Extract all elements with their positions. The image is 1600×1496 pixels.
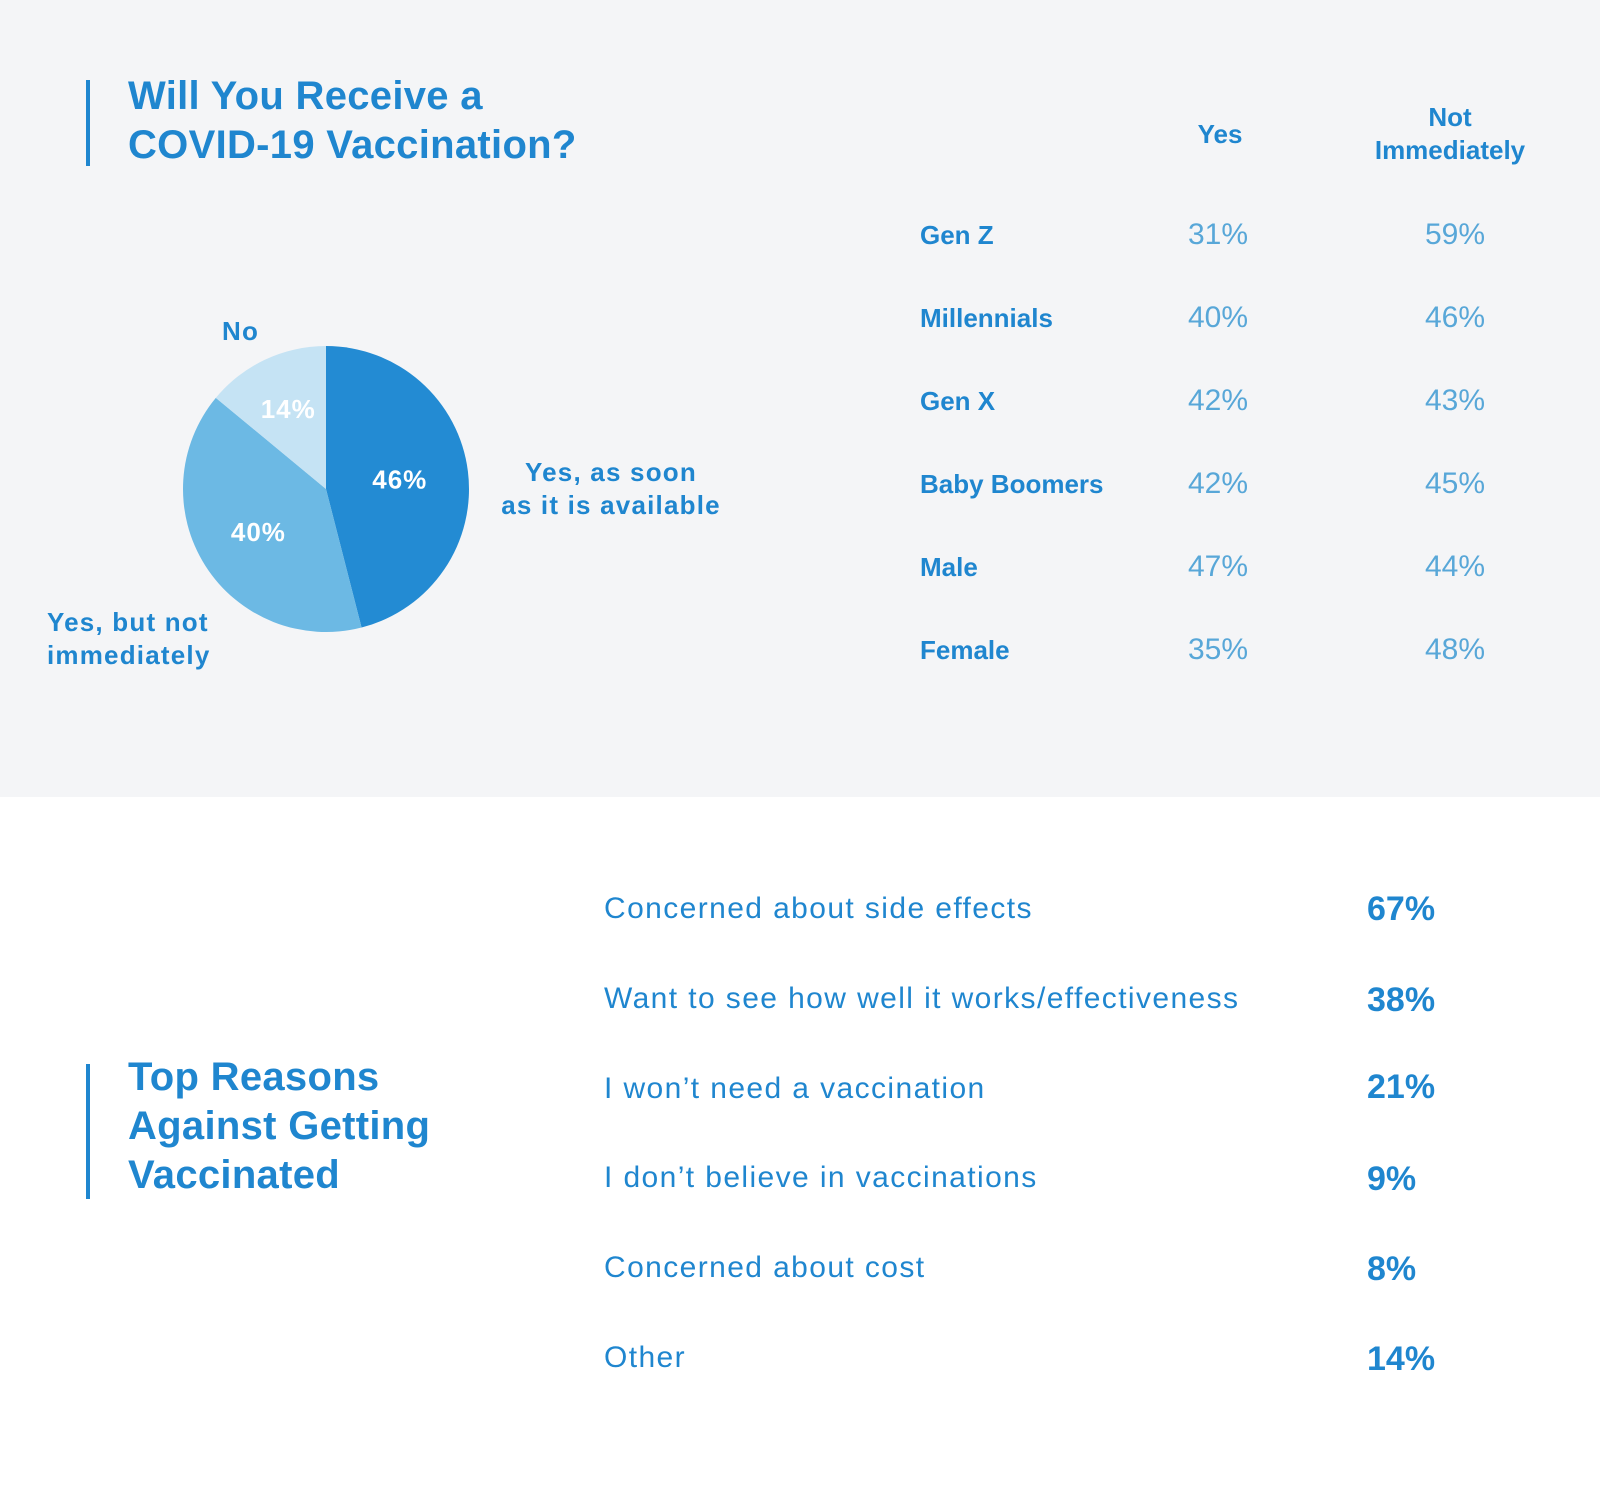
pie-label-yes-later: Yes, but not immediately xyxy=(47,606,211,672)
pie-label-yes-soon: Yes, as soon as it is available xyxy=(486,456,736,522)
pie-value-yes-later: 40% xyxy=(231,517,286,547)
table-cell-yes: 47% xyxy=(1188,550,1249,583)
table-cell-not-immediately: 46% xyxy=(1425,301,1486,334)
reasons-title-line2: Against Getting xyxy=(128,1104,431,1148)
reason-label: Want to see how well it works/effectiven… xyxy=(604,982,1240,1015)
pie-slice-yes-later xyxy=(182,397,362,632)
reason-value: 67% xyxy=(1367,890,1436,928)
reason-label: Concerned about side effects xyxy=(604,892,1033,925)
reason-label: I don’t believe in vaccinations xyxy=(604,1161,1038,1194)
reasons-title-line1: Top Reasons xyxy=(128,1055,380,1099)
table-cell-yes: 42% xyxy=(1188,467,1249,500)
vaccination-title-line1: Will You Receive a xyxy=(128,74,483,118)
pie-value-yes-soon: 46% xyxy=(372,465,427,495)
reasons-section: Top Reasons Against Getting Vaccinated C… xyxy=(0,797,1600,1496)
table-cell-not-immediately: 43% xyxy=(1425,384,1486,417)
reason-value: 21% xyxy=(1367,1068,1436,1106)
pie-slice-no xyxy=(215,346,326,489)
reason-value: 14% xyxy=(1367,1340,1436,1378)
reason-value: 8% xyxy=(1367,1250,1417,1288)
table-cell-not-immediately: 59% xyxy=(1425,218,1486,251)
column-header-not-immediately: Not Immediately xyxy=(1355,101,1545,167)
reason-label: Concerned about cost xyxy=(604,1251,926,1284)
pie-chart: 46% 40% 14% xyxy=(182,346,469,632)
reason-label: I won’t need a vaccination xyxy=(604,1072,986,1105)
reasons-title: Top Reasons Against Getting Vaccinated xyxy=(128,1053,430,1200)
table-row-label: Baby Boomers xyxy=(920,469,1104,499)
reason-value: 38% xyxy=(1367,981,1436,1019)
pie-value-no: 14% xyxy=(261,394,316,424)
pie-label-yes-soon-line1: Yes, as soon xyxy=(525,457,697,487)
reason-value: 9% xyxy=(1367,1160,1417,1198)
table-row-label: Female xyxy=(920,635,1010,665)
pie-label-no: No xyxy=(222,315,259,348)
table-cell-yes: 35% xyxy=(1188,633,1249,666)
table-row-label: Male xyxy=(920,552,978,582)
column-header-not-line2: Immediately xyxy=(1374,135,1526,165)
table-cell-not-immediately: 45% xyxy=(1425,467,1486,500)
column-header-not-line1: Not xyxy=(1428,102,1472,132)
table-cell-yes: 42% xyxy=(1188,384,1249,417)
table-row-label: Millennials xyxy=(920,303,1053,333)
reason-label: Other xyxy=(604,1341,687,1374)
table-cell-not-immediately: 48% xyxy=(1425,633,1486,666)
reasons-accent-bar xyxy=(86,1064,90,1199)
table-cell-not-immediately: 44% xyxy=(1425,550,1486,583)
reasons-title-line3: Vaccinated xyxy=(128,1153,341,1197)
pie-label-yes-soon-line2: as it is available xyxy=(501,490,721,520)
column-header-yes: Yes xyxy=(1197,119,1243,149)
table-row-label: Gen Z xyxy=(920,220,994,250)
pie-slice-yes-soon xyxy=(326,346,469,628)
pie-label-yes-later-line1: Yes, but not xyxy=(47,607,209,637)
vaccination-title: Will You Receive a COVID-19 Vaccination? xyxy=(128,72,577,170)
vaccination-section: Will You Receive a COVID-19 Vaccination?… xyxy=(0,0,1600,797)
title-accent-bar xyxy=(86,80,90,166)
pie-label-no-text: No xyxy=(222,316,260,346)
pie-label-yes-later-line2: immediately xyxy=(47,640,211,670)
vaccination-title-line2: COVID-19 Vaccination? xyxy=(128,123,577,167)
table-row-label: Gen X xyxy=(920,386,996,416)
table-cell-yes: 40% xyxy=(1188,301,1249,334)
table-cell-yes: 31% xyxy=(1188,218,1249,251)
